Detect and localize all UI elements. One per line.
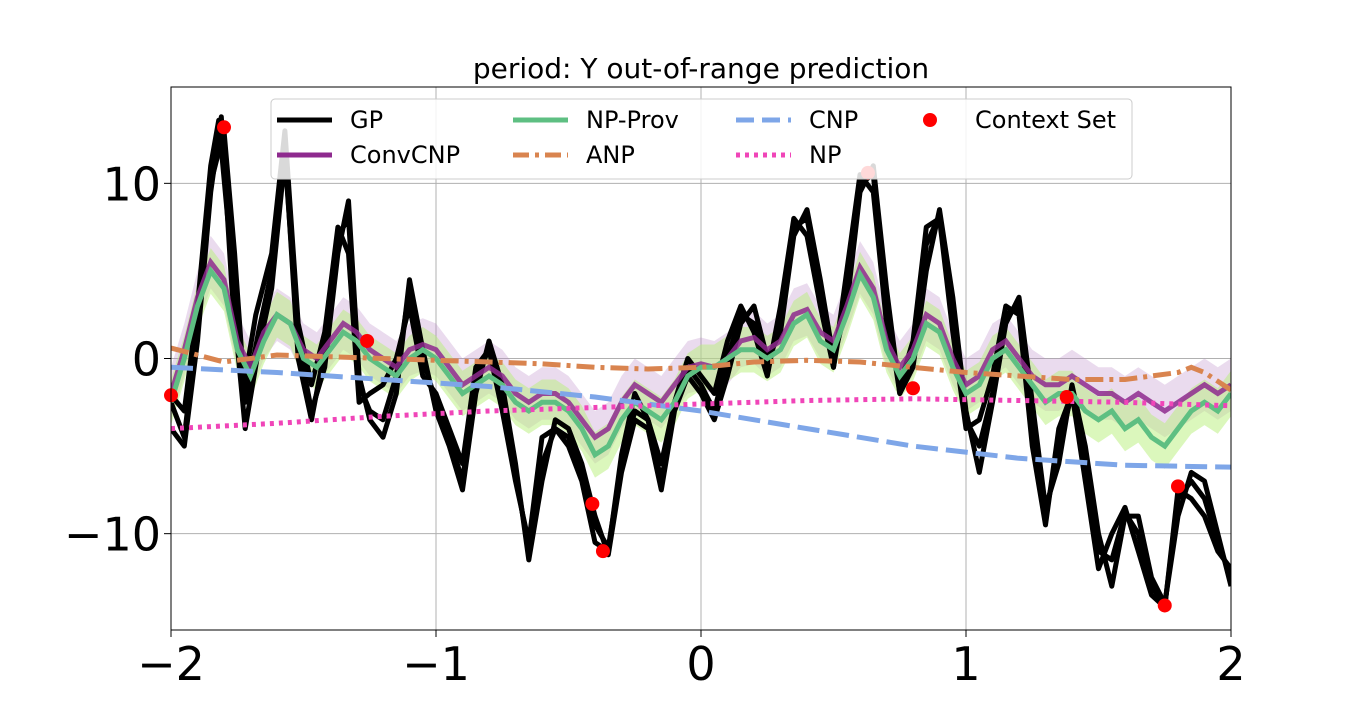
legend-label-np: NP xyxy=(809,141,841,169)
legend-label-anp: ANP xyxy=(586,141,635,169)
context-point xyxy=(217,120,231,135)
cnp-line xyxy=(171,364,1231,470)
model-predictions xyxy=(171,257,1231,470)
x-tick-label: −2 xyxy=(137,637,205,691)
convcnp-line xyxy=(171,257,1231,441)
x-tick-label: 2 xyxy=(1216,637,1245,691)
chart-title: period: Y out-of-range prediction xyxy=(473,52,929,85)
context-point xyxy=(906,381,920,396)
y-tick-label: 10 xyxy=(102,157,161,211)
context-point xyxy=(1171,479,1185,494)
context-point xyxy=(1059,390,1074,405)
x-axis-ticks: −2 −1 0 1 2 xyxy=(137,630,1246,691)
gp-sample-line-3 xyxy=(171,128,1231,608)
context-point xyxy=(360,333,375,348)
npprov-line xyxy=(171,265,1231,459)
legend-box xyxy=(270,98,1133,180)
y-tick-label: −10 xyxy=(64,508,161,562)
legend-label-context: Context Set xyxy=(975,106,1116,134)
context-point xyxy=(585,496,600,511)
legend-label-npprov: NP-Prov xyxy=(586,106,679,134)
context-point xyxy=(1157,598,1172,613)
legend-label-gp: GP xyxy=(350,106,383,134)
legend-label-cnp: CNP xyxy=(809,106,858,134)
context-point xyxy=(595,544,610,559)
legend-label-convcnp: ConvCNP xyxy=(350,141,460,169)
np-line xyxy=(171,396,1231,432)
x-tick-label: −1 xyxy=(402,637,470,691)
legend-marker-context xyxy=(923,113,937,127)
x-tick-label: 0 xyxy=(686,637,715,691)
y-axis-ticks: −10 0 10 xyxy=(64,157,171,562)
x-tick-label: 1 xyxy=(951,637,980,691)
anp-line xyxy=(171,345,1231,393)
legend: GP NP-Prov CNP Context Set ConvCNP ANP NP xyxy=(270,98,1133,180)
y-tick-label: 0 xyxy=(132,333,161,387)
